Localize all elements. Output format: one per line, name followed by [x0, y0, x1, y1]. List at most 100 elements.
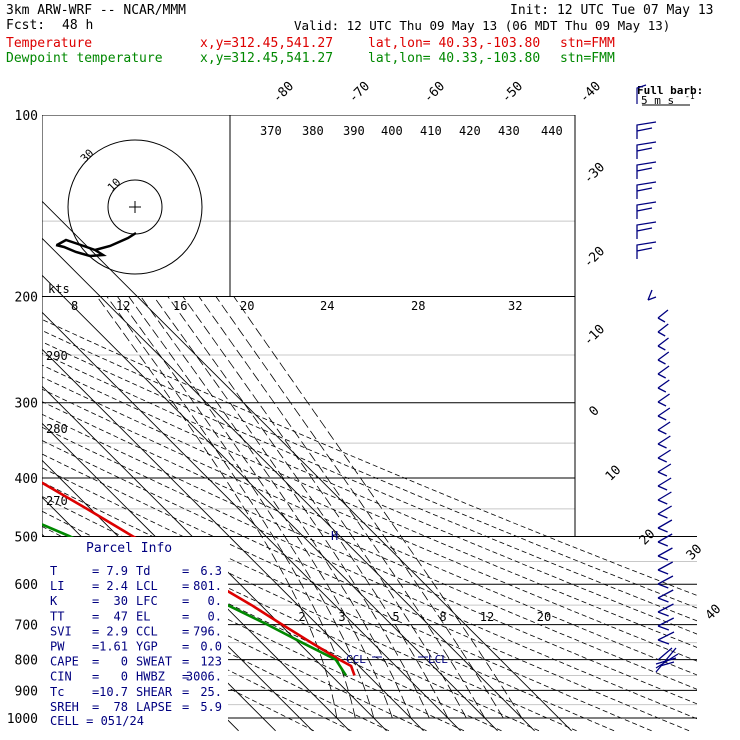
- parcel-value: 47: [114, 609, 128, 623]
- parcel-equals: =: [182, 685, 189, 699]
- wind-barb: [657, 337, 669, 351]
- temperature-latlon: lat,lon= 40.33,-103.80: [368, 36, 541, 51]
- forecast-hour: 48 h: [62, 18, 94, 33]
- parcel-value: 1.61: [99, 640, 128, 654]
- dewpoint-temperature-trace: [42, 523, 348, 677]
- wind-barb: [657, 631, 675, 645]
- parcel-label: LFC: [136, 594, 158, 608]
- parcel-info-panel: [42, 537, 228, 732]
- parcel-equals: =: [182, 594, 189, 608]
- moist-adiabat: [128, 296, 393, 719]
- hodograph-ring-outer: [67, 139, 203, 275]
- moist-adiabat: [167, 296, 449, 719]
- wind-barb: [657, 351, 670, 365]
- isotherm-label: 40: [703, 602, 725, 624]
- mixing-ratio-label: 5: [392, 610, 399, 624]
- parcel-label: YGP: [136, 640, 158, 654]
- dry-adiabat: [42, 330, 697, 609]
- barb-legend-unit: -1: [685, 92, 695, 101]
- pressure-label-800: 800: [15, 654, 38, 669]
- parcel-equals: =: [92, 624, 99, 638]
- parcel-label: CCL: [136, 624, 158, 638]
- pressure-label-400: 400: [15, 472, 38, 487]
- barb-legend-icon: [636, 84, 647, 104]
- wind-barb: [657, 603, 674, 617]
- pressure-label-300: 300: [15, 397, 38, 412]
- wind-barb: [657, 561, 674, 575]
- parcel-equals: =: [182, 579, 189, 593]
- parcel-cell: CELL = 051/24: [50, 714, 144, 728]
- wind-barb: [657, 421, 671, 435]
- parcel-value: 10.7: [99, 685, 128, 699]
- wind-barb: [636, 221, 657, 239]
- h-marker: H: [331, 529, 338, 543]
- forecast-hour-label: Fcst:: [6, 18, 46, 33]
- pressure-label-500: 500: [15, 530, 38, 545]
- wind-barb: [657, 365, 670, 379]
- theta-label: 440: [541, 124, 563, 138]
- hodograph-center: [129, 201, 141, 213]
- parcel-value: 0.: [208, 594, 222, 608]
- isotherm: [42, 200, 572, 732]
- wind-barb: [657, 589, 674, 603]
- parcel-label: K: [50, 594, 58, 608]
- isotherm-label: -20: [581, 244, 608, 271]
- barb-legend-title: Full barb:: [637, 84, 703, 97]
- left-axis-label: 270: [46, 494, 68, 508]
- hodograph-speed-label: 8: [71, 299, 78, 313]
- hodograph-ring-label: 10: [105, 176, 124, 195]
- hodograph-ring-label: 30: [78, 147, 97, 166]
- isotherm: [42, 422, 350, 732]
- parcel-value: 0.: [208, 609, 222, 623]
- parcel-value: 0: [121, 655, 128, 669]
- parcel-equals: =: [92, 700, 99, 714]
- moist-adiabat: [96, 296, 338, 719]
- wind-barb: [657, 519, 673, 533]
- isotherm-label: -40: [577, 79, 604, 106]
- dry-adiabat: [42, 341, 697, 622]
- wind-barb: [657, 617, 675, 631]
- parcel-label: PW: [50, 640, 65, 654]
- isotherm-label: -50: [499, 79, 526, 106]
- wind-barb: [657, 533, 673, 547]
- pressure-label-600: 600: [15, 578, 38, 593]
- parcel-label: SHEAR: [136, 685, 173, 699]
- isotherm-label: -10: [581, 322, 608, 349]
- isotherm: [42, 311, 461, 732]
- wind-barb: [636, 141, 657, 159]
- isotherm-label: 30: [684, 542, 706, 564]
- ccl-marker: CCL: [346, 653, 366, 666]
- parcel-value: 123: [200, 655, 222, 669]
- wind-barb: [657, 575, 674, 589]
- isotherm: [42, 237, 535, 732]
- moist-adiabat: [106, 296, 356, 719]
- parcel-equals: =: [182, 609, 189, 623]
- theta-label: 420: [459, 124, 481, 138]
- left-axis-label: kts: [48, 282, 70, 296]
- isotherm-label: -60: [421, 79, 448, 106]
- dry-adiabat: [42, 573, 352, 732]
- temperature-xy: x,y=312.45,541.27: [200, 36, 334, 51]
- mixing-ratio-label: 2: [298, 610, 305, 624]
- parcel-value: 5.9: [200, 700, 222, 714]
- parcel-equals: =: [92, 640, 99, 654]
- parcel-label: Td: [136, 564, 150, 578]
- parcel-value: 6.3: [200, 564, 222, 578]
- parcel-equals: =: [182, 640, 189, 654]
- wind-barb: [636, 181, 657, 199]
- parcel-label: HWBZ: [136, 670, 165, 684]
- pressure-label-200: 200: [15, 291, 38, 306]
- parcel-label: LAPSE: [136, 700, 172, 714]
- wind-barb: [657, 491, 672, 505]
- wind-barb: [657, 505, 672, 519]
- model-title: 3km ARW-WRF -- NCAR/MMM: [6, 3, 187, 18]
- theta-label: 370: [260, 124, 282, 138]
- dry-adiabat: [42, 319, 697, 596]
- hodograph-speed-label: 12: [116, 299, 130, 313]
- lcl-marker: LCL: [428, 653, 448, 666]
- isotherm-label: -70: [346, 79, 373, 106]
- theta-label: 430: [498, 124, 520, 138]
- mixing-ratio-label: 12: [480, 610, 494, 624]
- parcel-equals: =: [182, 624, 189, 638]
- hodograph-speed-label: 16: [173, 299, 187, 313]
